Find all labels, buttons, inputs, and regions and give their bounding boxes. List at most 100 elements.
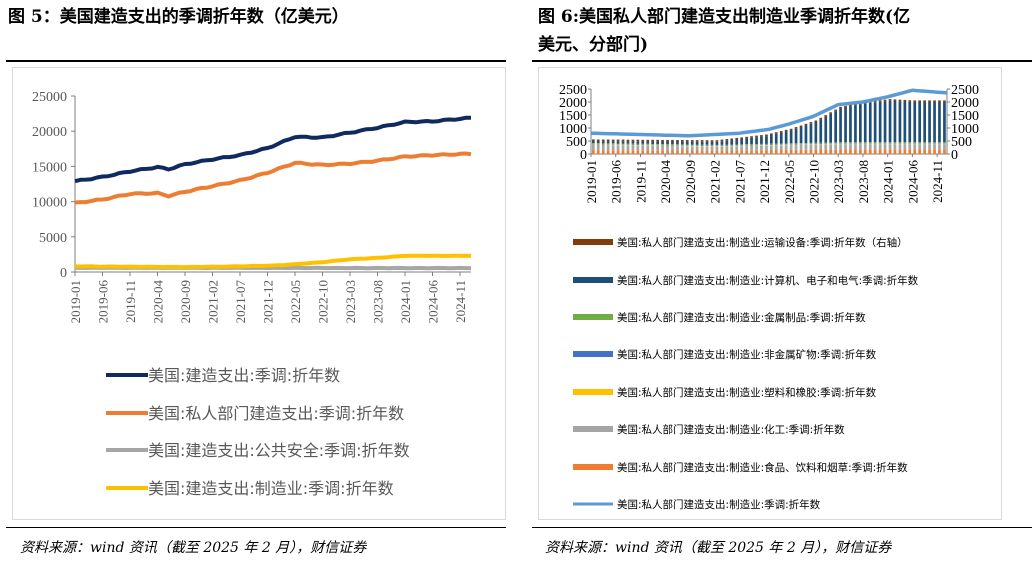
x-tick-label: 2023-03	[343, 280, 358, 323]
stacked-bar-segment	[873, 144, 877, 150]
x-tick-label: 2019-06	[96, 280, 111, 324]
stacked-bar-segment	[765, 145, 768, 151]
stacked-bar-segment	[824, 149, 828, 154]
stacked-bar-segment	[656, 139, 659, 142]
stacked-bar-segment	[646, 141, 650, 144]
stacked-bar-segment	[651, 144, 654, 145]
stacked-bar-segment	[626, 141, 630, 144]
stacked-bar-segment	[592, 144, 595, 151]
stacked-bar-segment	[789, 144, 793, 145]
stacked-bar-segment	[799, 149, 803, 154]
stacked-bar-segment	[631, 141, 635, 144]
stacked-bar-segment	[868, 102, 872, 143]
stacked-bar-segment	[863, 144, 867, 150]
stacked-bar-segment	[735, 150, 739, 154]
stacked-bar-segment	[705, 146, 709, 147]
stacked-bar-segment	[596, 145, 600, 151]
stacked-bar-segment	[661, 144, 664, 146]
stacked-bar-segment	[829, 142, 832, 144]
stacked-bar-segment	[676, 141, 679, 145]
stacked-bar-segment	[770, 145, 773, 146]
stacked-bar-segment	[592, 143, 595, 144]
x-tick-label: 2022-10	[316, 280, 331, 323]
stacked-bar-segment	[854, 105, 857, 143]
stacked-bar-segment	[784, 144, 788, 146]
series-line	[74, 151, 472, 205]
stacked-bar-segment	[789, 130, 793, 144]
stacked-bar-segment	[799, 143, 803, 144]
stacked-bar-segment	[636, 144, 640, 145]
stacked-bar-segment	[923, 143, 926, 144]
stacked-bar-segment	[883, 144, 887, 150]
stacked-bar-segment	[646, 144, 650, 146]
stacked-bar-segment	[695, 145, 699, 147]
stacked-bar-segment	[824, 142, 828, 144]
stacked-bar-segment	[695, 145, 699, 146]
stacked-bar-segment	[636, 150, 640, 154]
stacked-bar-segment	[943, 142, 946, 144]
stacked-bar-segment	[651, 145, 654, 146]
y2-tick-label: 0	[951, 148, 958, 163]
stacked-bar-segment	[908, 100, 912, 102]
stacked-bar-segment	[918, 102, 921, 143]
stacked-bar-segment	[710, 144, 714, 146]
y-tick-label: 500	[566, 135, 587, 150]
stacked-bar-segment	[804, 143, 808, 145]
left-chart-panel: 0 5000 10000 15000 20000 25000 2019-01 2019-06 2…	[12, 67, 506, 520]
stacked-bar-segment	[928, 100, 931, 102]
stacked-bar-segment	[656, 145, 659, 146]
stacked-bar-segment	[651, 139, 654, 142]
stacked-bar-segment	[794, 143, 798, 144]
stacked-bar-segment	[592, 150, 595, 154]
stacked-bar-segment	[695, 150, 699, 154]
stacked-bar-segment	[918, 143, 921, 144]
stacked-bar-segment	[789, 149, 793, 154]
stacked-bar-segment	[765, 143, 768, 145]
stacked-bar-segment	[710, 140, 714, 142]
stacked-bar-segment	[641, 144, 645, 146]
stacked-bar-segment	[903, 101, 907, 143]
stacked-bar-segment	[651, 145, 654, 151]
stacked-bar-segment	[750, 144, 753, 145]
stacked-bar-segment	[814, 144, 818, 145]
stacked-bar-segment	[606, 141, 610, 144]
x-tick-label: 2019-01	[68, 280, 83, 323]
stacked-bar-segment	[750, 146, 753, 151]
stacked-bar-segment	[943, 144, 946, 150]
stacked-bar-segment	[606, 145, 610, 151]
stacked-bar-segment	[646, 143, 650, 145]
stacked-bar-segment	[700, 141, 704, 145]
stacked-bar-segment	[898, 143, 902, 144]
stacked-bar-segment	[923, 100, 926, 102]
x-tick-label: 2021-12	[261, 280, 276, 323]
stacked-bar-segment	[933, 144, 936, 150]
y-tick-label: 10000	[32, 196, 67, 211]
stacked-bar-segment	[720, 146, 724, 151]
stacked-bar-segment	[631, 150, 635, 154]
stacked-bar-segment	[631, 143, 635, 145]
stacked-bar-segment	[710, 145, 714, 147]
stacked-bar-segment	[789, 144, 793, 146]
stacked-bar-segment	[770, 150, 773, 154]
stacked-bar-segment	[938, 100, 941, 102]
stacked-bar-segment	[740, 145, 743, 147]
legend-label: 美国:私人部门建造支出:制造业:塑料和橡胶:季调:折年数	[617, 386, 877, 399]
stacked-bar-segment	[666, 150, 669, 154]
stacked-bar-segment	[720, 145, 724, 147]
stacked-bar-segment	[606, 150, 610, 154]
stacked-bar-segment	[854, 149, 857, 154]
stacked-bar-segment	[873, 143, 877, 145]
stacked-bar-segment	[834, 109, 837, 112]
stacked-bar-segment	[705, 150, 709, 154]
stacked-bar-segment	[621, 144, 625, 146]
stacked-bar-segment	[631, 139, 635, 142]
stacked-bar-segment	[809, 123, 813, 143]
stacked-bar-segment	[770, 143, 773, 145]
stacked-bar-segment	[592, 139, 595, 141]
stacked-bar-segment	[641, 139, 645, 142]
y-tick-label: 2500	[559, 83, 587, 98]
stacked-bar-segment	[596, 143, 600, 144]
stacked-bar-segment	[794, 144, 798, 145]
stacked-bar-segment	[824, 143, 828, 145]
stacked-bar-segment	[621, 139, 625, 142]
